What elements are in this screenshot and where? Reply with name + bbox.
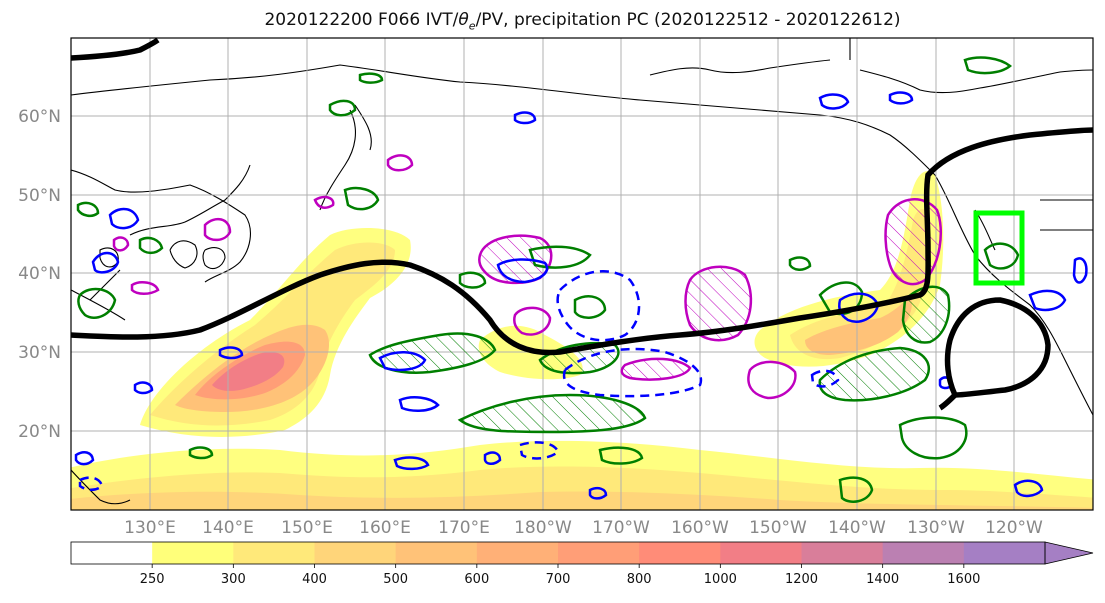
colorbar-tick-label: 1600 — [947, 572, 980, 587]
colorbar-tick-label: 1400 — [866, 572, 899, 587]
pv-negative-contours — [74, 91, 1088, 500]
colorbar-tick-label: 600 — [464, 572, 489, 587]
colorbar-segment — [558, 542, 640, 564]
lon-label-140e: 140°E — [202, 518, 254, 538]
pv-positive-contours — [76, 56, 1020, 503]
colorbar-tick-label: 800 — [627, 572, 652, 587]
colorbar-tick-label: 1200 — [785, 572, 818, 587]
lat-label-50: 50°N — [18, 186, 61, 206]
lat-label-30: 30°N — [18, 343, 61, 363]
lon-label-160e: 160°E — [359, 518, 411, 538]
lon-label-180w: 180°W — [514, 518, 572, 538]
colorbar-ticks: 250 300 400 500 600 700 800 1000 1200 1400 1600 — [140, 564, 980, 587]
colorbar-tick-label: 250 — [140, 572, 165, 587]
map-title: 2020122200 F066 IVT/θe/PV, precipitation… — [264, 10, 901, 33]
colorbar-tick-label: 300 — [221, 572, 246, 587]
coastlines — [71, 38, 1093, 505]
colorbar-tick-label: 500 — [383, 572, 408, 587]
lat-label-40: 40°N — [18, 264, 61, 284]
colorbar-segment — [233, 542, 315, 564]
colorbar-segment — [314, 542, 397, 564]
theta-e-contours — [71, 38, 1093, 411]
lon-label-150w: 150°W — [749, 518, 807, 538]
lon-label-150e: 150°E — [281, 518, 333, 538]
lon-label-140w: 140°W — [828, 518, 886, 538]
colorbar: 250 300 400 500 600 700 800 1000 1200 1400 1600 — [70, 541, 1094, 587]
longitude-labels: 130°E 140°E 150°E 160°E 170°E 180°W 170°… — [124, 518, 1043, 538]
colorbar-tick-label: 1000 — [704, 572, 737, 587]
lon-label-120w: 120°W — [985, 518, 1043, 538]
colorbar-segment — [639, 542, 721, 564]
pv-negative-dashed-contours — [78, 270, 840, 491]
colorbar-tick-label: 700 — [546, 572, 571, 587]
colorbar-segment — [395, 542, 478, 564]
colorbar-extend-arrow — [1044, 541, 1094, 565]
colorbar-segment — [963, 542, 1046, 564]
lon-label-160w: 160°W — [671, 518, 729, 538]
colorbar-segment — [152, 542, 234, 564]
lon-label-130w: 130°W — [907, 518, 965, 538]
colorbar-segment — [882, 542, 965, 564]
colorbar-segment — [720, 542, 802, 564]
colorbar-segments — [71, 542, 1046, 564]
map-frame — [70, 37, 1094, 511]
colorbar-tick-label: 400 — [302, 572, 327, 587]
latitude-labels: 60°N 50°N 40°N 30°N 20°N — [18, 107, 61, 442]
target-region-box — [973, 210, 1025, 286]
lon-label-170e: 170°E — [438, 518, 490, 538]
lon-label-170w: 170°W — [592, 518, 650, 538]
colorbar-segment — [476, 542, 559, 564]
lat-label-60: 60°N — [18, 107, 61, 127]
colorbar-segment — [71, 542, 153, 564]
colorbar-segment — [801, 542, 884, 564]
lat-label-20: 20°N — [18, 422, 61, 442]
lon-label-130e: 130°E — [124, 518, 176, 538]
ivt-shading — [71, 171, 1093, 510]
